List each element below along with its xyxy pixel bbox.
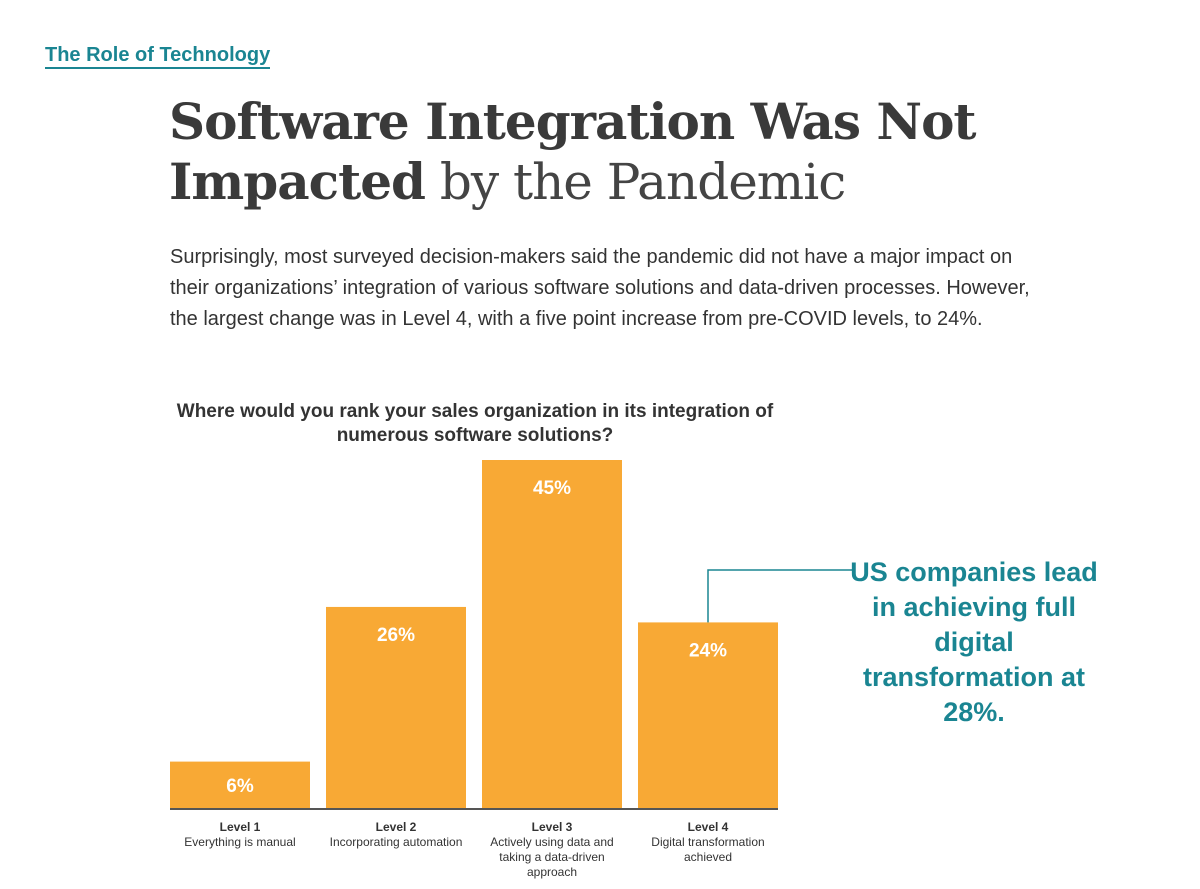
x-tick-label: Level 4 Digital transformation achieved	[638, 820, 778, 865]
bar-value-label: 26%	[377, 625, 415, 646]
x-tick-level: Level 4	[687, 820, 729, 834]
bar-value-label: 45%	[533, 478, 571, 499]
x-tick-description: Digital transformation achieved	[651, 835, 765, 864]
x-tick-label: Level 2 Incorporating automation	[326, 820, 466, 850]
x-tick-label: Level 1 Everything is manual	[170, 820, 310, 850]
page-title: Software Integration Was Not Impacted by…	[169, 92, 1069, 212]
bar-level-3	[482, 460, 622, 808]
headline-bold-line2: Impacted	[169, 152, 426, 211]
x-tick-description: Everything is manual	[184, 835, 296, 849]
headline-bold-line1: Software Integration Was Not	[169, 92, 977, 151]
intro-paragraph: Surprisingly, most surveyed decision-mak…	[170, 246, 1030, 330]
bar-level-4	[638, 622, 778, 808]
headline-light: by the Pandemic	[424, 153, 846, 211]
x-tick-description: Actively using data and taking a data-dr…	[490, 835, 614, 879]
callout-connector-line	[707, 569, 855, 623]
bar-value-label: 6%	[226, 776, 254, 797]
x-tick-label: Level 3 Actively using data and taking a …	[482, 820, 622, 880]
chart-title: Where would you rank your sales organiza…	[176, 401, 774, 446]
x-tick-description: Incorporating automation	[329, 835, 463, 849]
x-tick-level: Level 3	[531, 820, 573, 834]
x-tick-level: Level 1	[219, 820, 261, 834]
bar-value-label: 24%	[689, 640, 727, 661]
x-tick-level: Level 2	[375, 820, 417, 834]
callout-text: US companies lead in achieving full digi…	[850, 557, 1098, 727]
bar-level-1	[170, 761, 310, 808]
bar-level-2	[326, 606, 466, 808]
section-label: The Role of Technology	[45, 44, 271, 69]
